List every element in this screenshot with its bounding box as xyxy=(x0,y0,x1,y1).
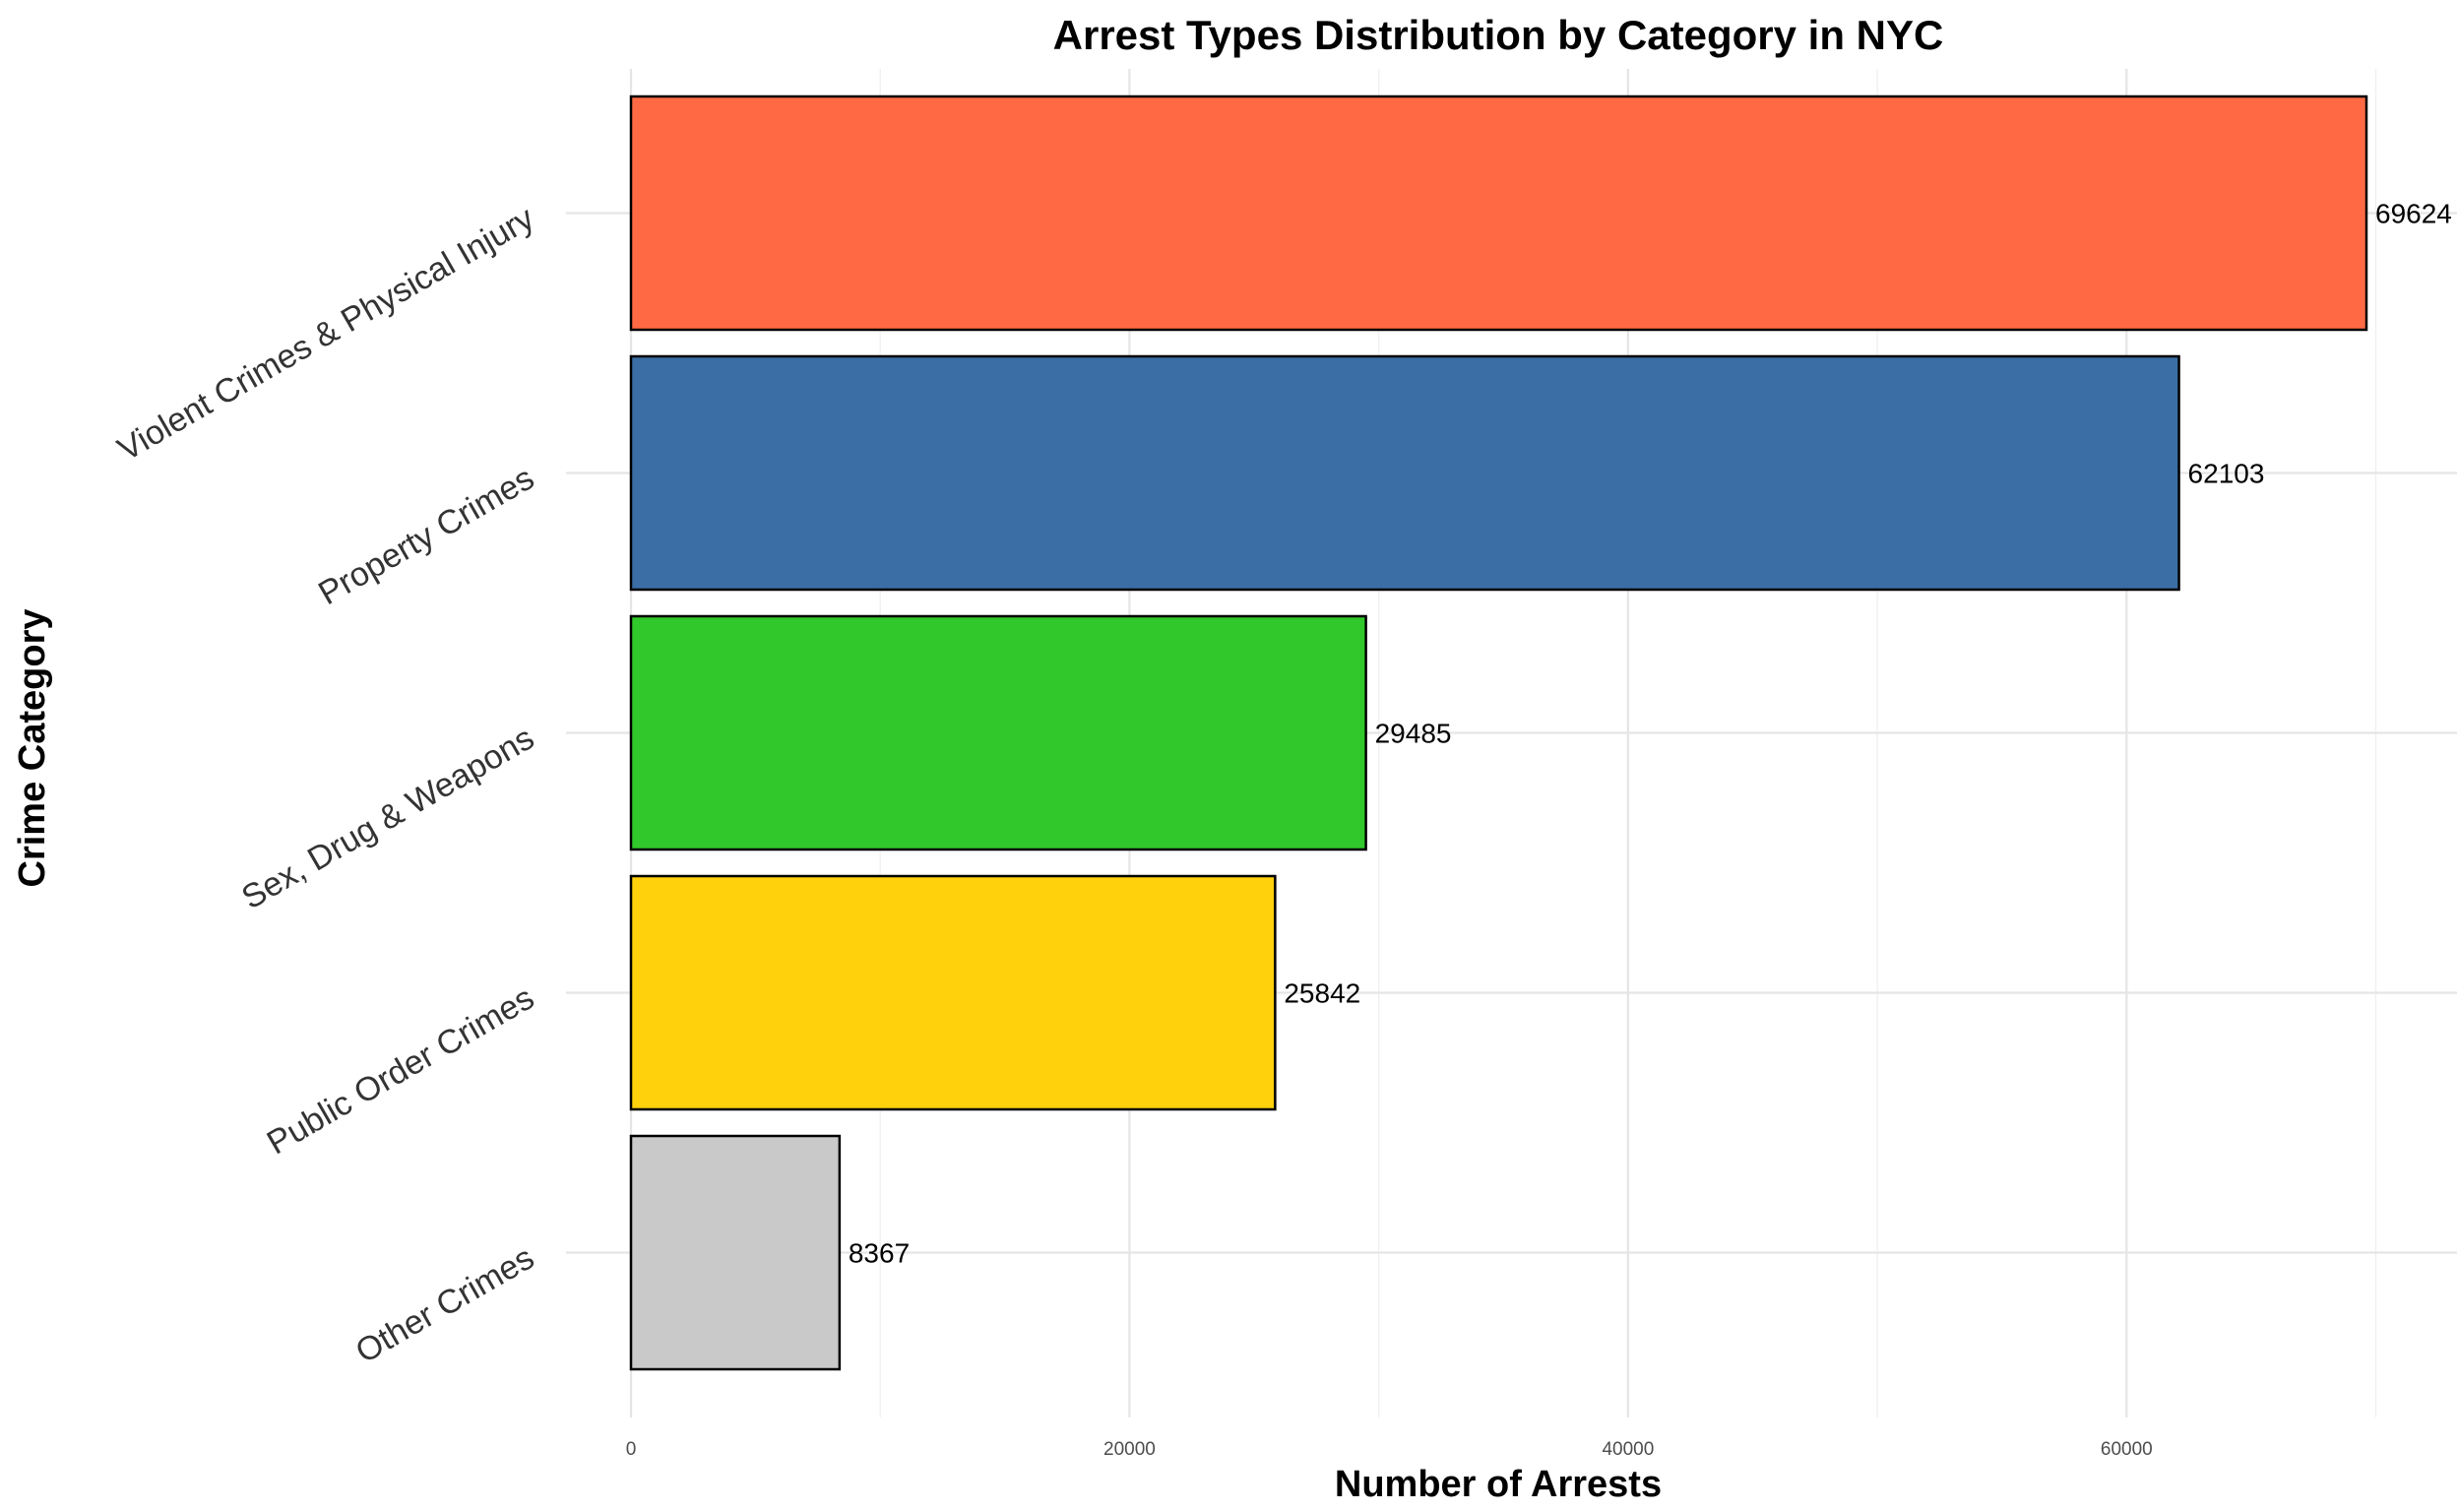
x-tick-labels: 0 20000 40000 60000 xyxy=(626,1439,2153,1460)
data-label: 8367 xyxy=(849,1238,910,1269)
category-tick-label: Other Crimes xyxy=(349,1239,540,1371)
category-labels: Violent Crimes & Physical InjuryProperty… xyxy=(111,200,540,1371)
x-axis-title: Number of Arrests xyxy=(1335,1464,1662,1505)
x-tick-label: 60000 xyxy=(2101,1439,2153,1460)
x-tick-label: 0 xyxy=(626,1439,637,1460)
data-label: 69624 xyxy=(2375,199,2452,229)
category-tick-label: Violent Crimes & Physical Injury xyxy=(111,200,540,470)
category-tick-label: Public Order Crimes xyxy=(261,979,540,1163)
y-axis-title: Crime Category xyxy=(12,609,53,888)
bar xyxy=(629,614,1367,851)
bars xyxy=(629,94,2368,1371)
x-tick-label: 40000 xyxy=(1602,1439,1654,1460)
data-label: 25842 xyxy=(1284,978,1360,1009)
bar xyxy=(629,1134,842,1371)
data-label: 62103 xyxy=(2188,459,2265,489)
x-tick-label: 20000 xyxy=(1103,1439,1156,1460)
data-label: 29485 xyxy=(1375,719,1452,749)
bar xyxy=(629,94,2368,332)
bar xyxy=(629,354,2180,592)
bar xyxy=(629,874,1277,1111)
chart-title: Arrest Types Distribution by Category in… xyxy=(1053,12,1944,58)
category-tick-label: Sex, Drug & Weapons xyxy=(235,720,540,917)
value-labels: 69624 62103 29485 25842 8367 xyxy=(849,199,2452,1269)
category-tick-label: Property Crimes xyxy=(312,460,540,613)
